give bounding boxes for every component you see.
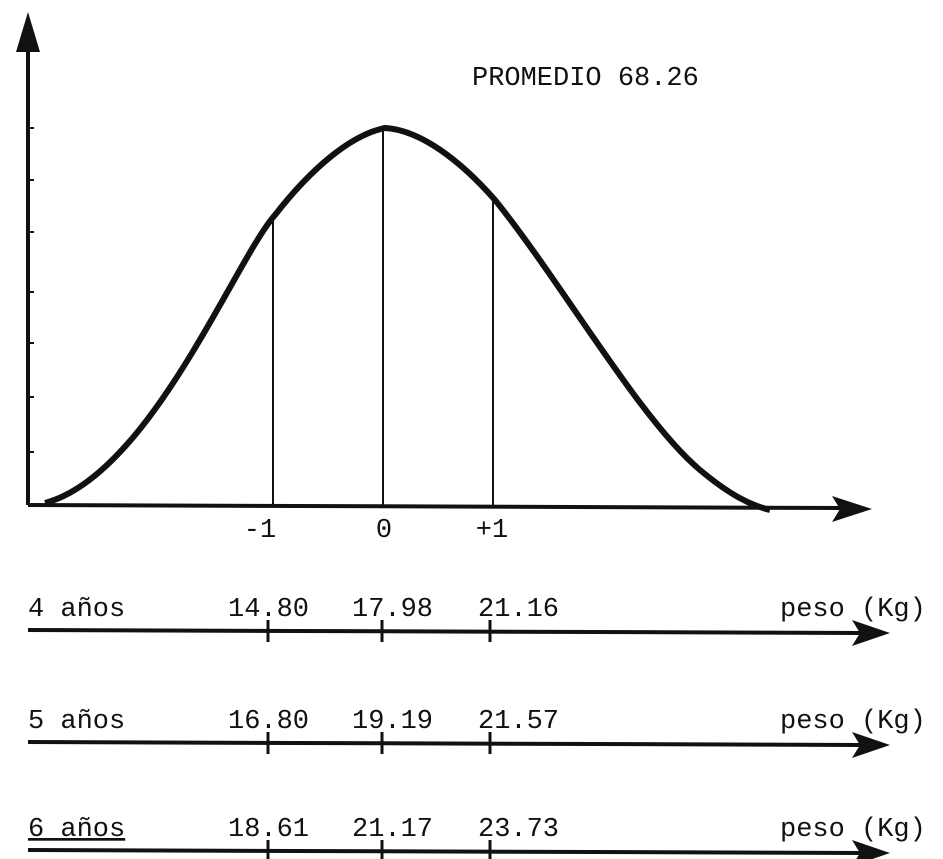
scale-arrow xyxy=(852,732,890,758)
axis-label: -1 xyxy=(244,516,276,546)
scale-value: 19.19 xyxy=(352,707,433,737)
scale-arrow xyxy=(852,620,890,646)
x-axis xyxy=(27,503,846,510)
scale-arrow xyxy=(852,840,890,859)
y-ticks xyxy=(28,127,34,453)
scales: 4 años 14.80 17.98 21.16 peso (Kg)5 años 16.8… xyxy=(27,595,926,859)
scale-unit: peso (Kg) xyxy=(780,815,926,845)
scale-unit: peso (Kg) xyxy=(780,595,926,625)
x-arrow xyxy=(832,496,872,522)
scale-value: 21.17 xyxy=(352,815,433,845)
axis-label: 0 xyxy=(376,516,392,546)
scale-unit: peso (Kg) xyxy=(780,707,926,737)
title: PROMEDIO 68.26 xyxy=(472,64,699,94)
normal-curve xyxy=(44,124,771,513)
scale-value: 21.57 xyxy=(478,707,559,737)
y-arrow xyxy=(16,12,40,52)
scale-label: 4 años xyxy=(28,595,125,625)
scale-line xyxy=(27,848,863,855)
axis-label: +1 xyxy=(476,516,508,546)
scale-value: 23.73 xyxy=(478,815,559,845)
scale-value: 21.16 xyxy=(478,595,559,625)
scale-label: 5 años xyxy=(28,707,125,737)
scale-label: 6 años xyxy=(28,815,125,845)
scale-line xyxy=(27,628,863,635)
scale-line xyxy=(27,740,863,747)
scale-value: 17.98 xyxy=(352,595,433,625)
